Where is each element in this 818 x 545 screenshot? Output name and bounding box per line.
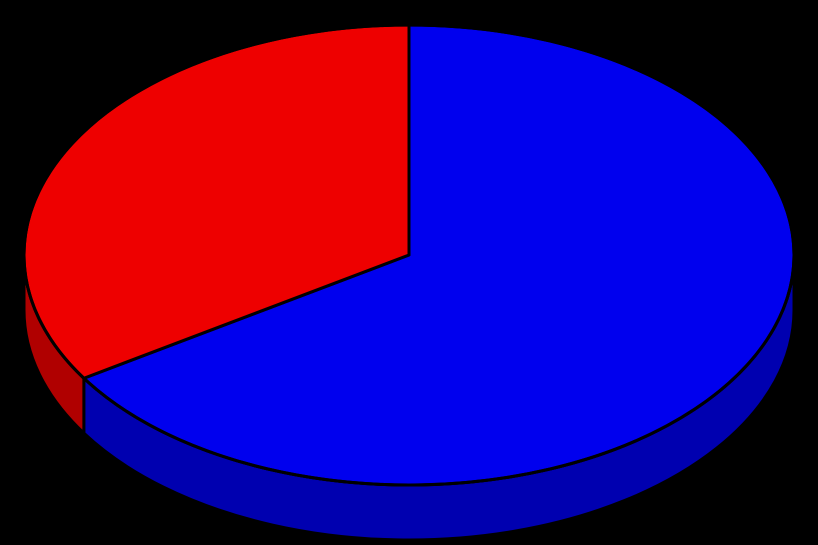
pie-chart	[0, 0, 818, 545]
chart-stage	[0, 0, 818, 545]
